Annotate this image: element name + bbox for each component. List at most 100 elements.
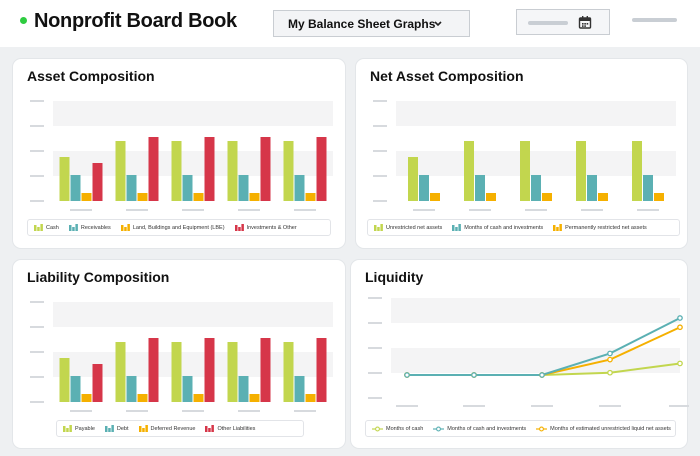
y-tick-label: [30, 326, 44, 328]
bar-other-liabilities: [316, 338, 327, 402]
bar-payable: [227, 342, 238, 402]
y-tick-label: [30, 401, 44, 403]
status-dot: [20, 17, 27, 24]
grid-band: [396, 101, 676, 126]
legend-bar-icon: [452, 224, 462, 231]
x-tick-label: [669, 405, 689, 407]
app-title: Nonprofit Board Book: [34, 10, 237, 32]
legend-item[interactable]: Months of cash and investments: [452, 224, 543, 231]
legend-bar-icon: [104, 425, 114, 432]
bar-unrestricted-net-assets: [632, 141, 642, 201]
bar-receivables: [182, 175, 193, 201]
bar-permanently-restricted-net-assets: [486, 193, 496, 201]
y-tick-label: [368, 297, 382, 299]
liquidity-card: Liquidity Months of cash Months of cash a…: [350, 259, 689, 449]
chevron-down-icon: [434, 21, 442, 27]
legend-label: Debt: [116, 425, 129, 432]
bar-land-buildings-and-equipment-lbe: [249, 193, 260, 201]
bar-land-buildings-and-equipment-lbe: [193, 193, 204, 201]
legend-bar-icon: [34, 224, 43, 231]
x-tick-label: [294, 209, 316, 211]
legend-item[interactable]: Deferred Revenue: [138, 425, 195, 432]
bar-cash: [227, 141, 238, 201]
x-tick-label: [238, 209, 260, 211]
legend-item[interactable]: Months of cash and investments: [433, 426, 526, 432]
net-asset-composition-card: Net Asset Composition Unrestricted net a…: [355, 58, 688, 249]
legend-item[interactable]: Receivables: [68, 224, 111, 231]
legend-label: Investments & Other: [246, 224, 297, 231]
bar-permanently-restricted-net-assets: [654, 193, 664, 201]
asset-composition-chart: [30, 100, 333, 211]
x-tick-label: [182, 209, 204, 211]
bar-debt: [126, 376, 137, 402]
chart-legend: Unrestricted net assets Months of cash an…: [367, 219, 680, 236]
legend-bar-icon: [205, 425, 215, 432]
chart-legend: Months of cash Months of cash and investm…: [365, 420, 676, 437]
legend-item[interactable]: Permanently restricted net assets: [553, 224, 647, 231]
x-tick-label: [637, 209, 659, 211]
legend-label: Payable: [75, 425, 95, 432]
x-tick-label: [396, 405, 418, 407]
x-tick-label: [531, 405, 553, 407]
legend-item[interactable]: Payable: [63, 425, 95, 432]
bar-receivables: [294, 175, 305, 201]
y-tick-label: [30, 200, 44, 202]
bar-other-liabilities: [260, 338, 271, 402]
y-tick-label: [368, 372, 382, 374]
point-months-of-cash-and-investments: [607, 350, 613, 357]
legend-label: Unrestricted net assets: [386, 224, 443, 231]
user-menu-placeholder[interactable]: [632, 18, 677, 22]
legend-label: Permanently restricted net assets: [565, 224, 647, 231]
liquidity-chart: [368, 297, 689, 407]
legend-line-icon: [433, 426, 445, 431]
legend-item[interactable]: Cash: [34, 224, 59, 231]
bar-months-of-cash-and-investments: [531, 175, 541, 201]
bar-months-of-cash-and-investments: [475, 175, 485, 201]
liability-composition-card: Liability Composition Payable Debt Deferre…: [12, 259, 346, 449]
bar-land-buildings-and-equipment-lbe: [137, 193, 148, 201]
legend-item[interactable]: Other Liabilities: [205, 425, 255, 432]
legend-item[interactable]: Months of cash: [372, 426, 423, 432]
graph-set-dropdown[interactable]: My Balance Sheet Graphs: [273, 10, 470, 37]
legend-bar-icon: [553, 224, 563, 231]
bar-deferred-revenue: [81, 394, 92, 402]
x-tick-label: [413, 209, 435, 211]
chart-legend: Cash Receivables Land, Buildings and Equip…: [27, 219, 331, 236]
bar-other-liabilities: [204, 338, 215, 402]
x-tick-label: [525, 209, 547, 211]
bar-investments-other: [148, 137, 159, 201]
bar-debt: [70, 376, 81, 402]
card-title: Liquidity: [365, 269, 424, 285]
bar-unrestricted-net-assets: [464, 141, 474, 201]
date-picker[interactable]: [516, 9, 610, 35]
y-tick-label: [30, 175, 44, 177]
bar-permanently-restricted-net-assets: [430, 193, 440, 201]
point-months-of-cash: [677, 360, 683, 367]
point-months-of-cash-and-investments: [404, 372, 410, 378]
legend-label: Months of cash and investments: [447, 425, 527, 432]
bar-land-buildings-and-equipment-lbe: [305, 193, 316, 201]
bar-deferred-revenue: [249, 394, 260, 402]
grid-band: [53, 302, 333, 327]
legend-item[interactable]: Debt: [104, 425, 129, 432]
legend-item[interactable]: Land, Buildings and Equipment (LBE): [120, 224, 225, 231]
grid-band: [396, 151, 676, 176]
bar-deferred-revenue: [193, 394, 204, 402]
y-tick-label: [373, 200, 387, 202]
legend-item[interactable]: Investments & Other: [234, 224, 297, 231]
legend-label: Months of cash: [386, 425, 424, 432]
y-tick-label: [373, 125, 387, 127]
top-bar: Nonprofit Board Book My Balance Sheet Gr…: [0, 0, 700, 47]
asset-composition-card: Asset Composition Cash Receivables Land, B…: [12, 58, 346, 249]
bar-debt: [294, 376, 305, 402]
point-months-of-cash-and-investments: [539, 372, 545, 378]
y-tick-label: [368, 397, 382, 399]
legend-item[interactable]: Months of estimated unrestricted liquid …: [536, 426, 671, 432]
bar-receivables: [70, 175, 81, 201]
legend-bar-icon: [374, 224, 383, 231]
bar-payable: [59, 358, 70, 402]
bar-investments-other: [204, 137, 215, 201]
bar-receivables: [238, 175, 249, 201]
legend-item[interactable]: Unrestricted net assets: [374, 224, 442, 231]
y-tick-label: [373, 150, 387, 152]
